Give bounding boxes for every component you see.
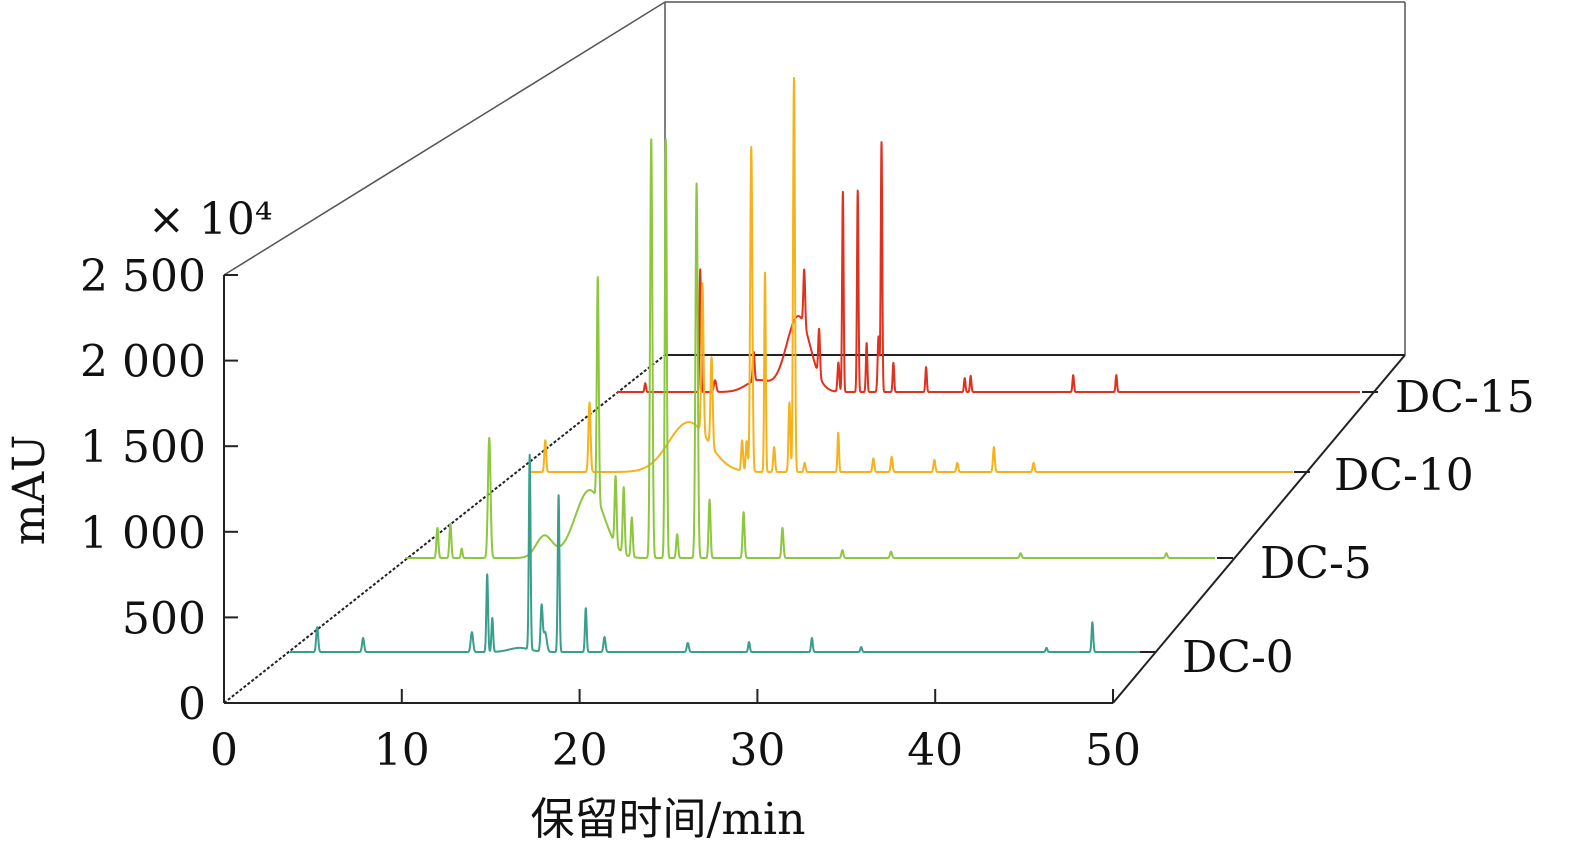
series-label-dc-5: DC-5 (1260, 538, 1372, 589)
y-tick-label: 1 000 (80, 508, 206, 559)
x-axis-label: 保留时间/min (531, 794, 806, 845)
y-multiplier: × 10⁴ (148, 194, 272, 245)
x-tick-label: 0 (210, 725, 238, 776)
y-axis-label: mAU (4, 435, 55, 546)
y-ticks: 0 500 1 000 1 500 2 000 2 500 (80, 251, 238, 730)
y-tick-label: 0 (178, 679, 206, 730)
series-trace-dc-15 (616, 141, 1361, 393)
x-tick-label: 40 (907, 725, 963, 776)
series-labels: DC-0 DC-5 DC-10 DC-15 (1140, 372, 1535, 683)
axes (223, 275, 1113, 704)
series-trace-dc-10 (529, 76, 1294, 473)
y-tick-label: 500 (122, 593, 206, 644)
y-tick-label: 2 000 (80, 337, 206, 388)
traces (289, 76, 1361, 653)
x-tick-label: 10 (374, 725, 430, 776)
floor-left-diagonal (223, 354, 666, 704)
back-box (223, 1, 1406, 704)
series-label-dc-15: DC-15 (1395, 372, 1535, 423)
top-left-diagonal (223, 1, 666, 276)
x-tick-label: 50 (1085, 725, 1141, 776)
series-trace-dc-0 (289, 453, 1141, 653)
floor-right-diagonal (1112, 354, 1406, 704)
series-label-dc-10: DC-10 (1334, 450, 1474, 501)
x-tick-label: 20 (552, 725, 608, 776)
series-label-dc-0: DC-0 (1182, 632, 1294, 683)
x-ticks: 0 10 20 30 40 50 (210, 689, 1141, 776)
x-tick-label: 30 (729, 725, 785, 776)
y-tick-label: 2 500 (80, 251, 206, 302)
y-tick-label: 1 500 (80, 422, 206, 473)
series-trace-dc-5 (404, 138, 1216, 559)
